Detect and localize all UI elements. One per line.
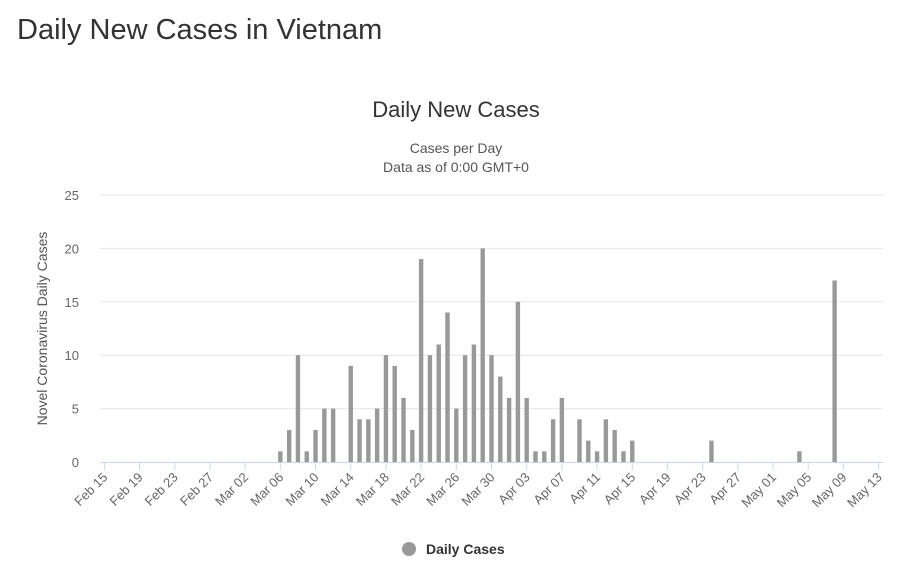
bar[interactable] [374, 408, 380, 462]
bar[interactable] [427, 355, 433, 462]
bar[interactable] [304, 451, 309, 462]
bar[interactable] [357, 419, 362, 462]
x-tick-label: Feb 27 [177, 470, 216, 509]
bar[interactable] [489, 355, 494, 462]
x-tick-label: May 13 [844, 470, 885, 511]
bar[interactable] [612, 429, 617, 462]
bar[interactable] [515, 301, 521, 462]
bar[interactable] [295, 355, 301, 462]
x-tick-label: Mar 26 [423, 470, 462, 509]
chart-subtitle-2: Data as of 0:00 GMT+0 [383, 159, 529, 175]
bar[interactable] [594, 451, 600, 462]
legend-label: Daily Cases [426, 541, 505, 557]
bar[interactable] [330, 408, 336, 462]
bar[interactable] [550, 419, 556, 462]
bar[interactable] [454, 408, 459, 462]
chart-subtitle-1: Cases per Day [410, 140, 503, 156]
bar[interactable] [533, 451, 538, 462]
bar[interactable] [366, 419, 371, 462]
y-tick-label: 5 [72, 402, 79, 417]
bar[interactable] [524, 397, 529, 462]
y-tick-label: 25 [65, 188, 79, 203]
bar[interactable] [383, 355, 389, 462]
bar[interactable] [498, 376, 503, 462]
y-axis-label: Novel Coronavirus Daily Cases [34, 232, 50, 426]
bar[interactable] [313, 429, 318, 462]
y-tick-label: 20 [65, 241, 79, 256]
bar[interactable] [286, 429, 292, 462]
y-axis-ticks: 0 5 10 15 20 25 [65, 188, 79, 470]
x-tick-label: Mar 14 [318, 470, 357, 509]
x-tick-label: Apr 27 [706, 470, 744, 508]
bar[interactable] [322, 408, 327, 462]
x-tick-label: Mar 30 [458, 470, 497, 509]
y-tick-label: 10 [65, 348, 79, 363]
x-tick-label: Feb 15 [71, 470, 110, 509]
bar[interactable] [506, 397, 512, 462]
x-tick-label: Mar 10 [282, 470, 321, 509]
bar[interactable] [542, 451, 547, 462]
x-tick-label: Mar 06 [247, 470, 286, 509]
bar[interactable] [603, 419, 609, 462]
bar[interactable] [630, 440, 635, 462]
x-tick-label: Apr 23 [671, 470, 709, 508]
bar[interactable] [471, 344, 477, 462]
bar[interactable] [410, 429, 415, 462]
bar[interactable] [797, 451, 802, 462]
bar[interactable] [559, 397, 565, 462]
bar[interactable] [418, 259, 424, 462]
x-tick-label: Apr 07 [530, 470, 568, 508]
bar[interactable] [348, 365, 353, 462]
bar[interactable] [278, 451, 283, 462]
x-tick-label: Apr 03 [495, 470, 533, 508]
x-tick-label: May 05 [774, 470, 815, 511]
x-tick-label: Mar 18 [353, 470, 392, 509]
bar[interactable] [401, 397, 406, 462]
x-tick-label: Apr 19 [636, 470, 674, 508]
y-tick-label: 15 [65, 295, 79, 310]
x-tick-label: Apr 15 [601, 470, 639, 508]
chart-title: Daily New Cases [372, 97, 540, 122]
x-tick-label: May 09 [809, 470, 850, 511]
legend-marker [402, 542, 416, 556]
bar[interactable] [480, 248, 485, 462]
bar[interactable] [586, 440, 591, 462]
bar[interactable] [392, 365, 397, 462]
x-tick-label: Feb 19 [106, 470, 145, 509]
x-tick-label: Mar 02 [212, 470, 251, 509]
bar[interactable] [436, 344, 441, 462]
bar[interactable] [462, 355, 468, 462]
bars [278, 248, 837, 462]
x-tick-label: Feb 23 [142, 470, 181, 509]
x-tick-label: May 01 [738, 470, 779, 511]
bar[interactable] [445, 312, 450, 462]
y-tick-label: 0 [72, 455, 79, 470]
bar[interactable] [832, 280, 837, 462]
page-title: Daily New Cases in Vietnam [17, 14, 383, 46]
x-tick-label: Mar 22 [388, 470, 427, 509]
bar[interactable] [577, 419, 582, 462]
x-tick-label: Apr 11 [566, 470, 603, 507]
bar[interactable] [709, 440, 714, 462]
legend[interactable]: Daily Cases [402, 541, 505, 557]
bar[interactable] [621, 451, 626, 462]
